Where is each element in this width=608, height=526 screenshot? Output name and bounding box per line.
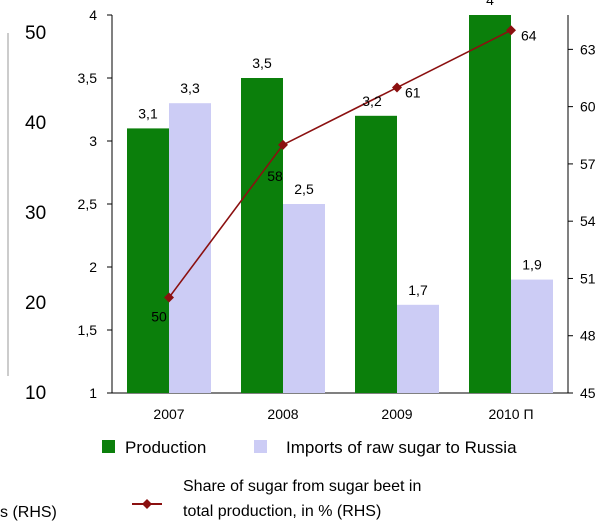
legend-swatch-production: [102, 440, 115, 453]
line-data-label: 64: [521, 27, 537, 43]
legend-row-1: Production Imports of raw sugar to Russi…: [102, 438, 517, 457]
bar-imports: [397, 304, 439, 393]
legend-row-2: s (RHS) Share of sugar from sugar beet i…: [0, 478, 421, 521]
bars: [127, 15, 553, 394]
line-data-label: 50: [151, 309, 167, 325]
bar-data-label: 3,3: [180, 80, 200, 96]
right-axis-ticks: 45 48 51 54 57 60 63: [568, 41, 596, 401]
bar-data-label: 2,5: [294, 181, 314, 197]
bar-production: [355, 115, 397, 394]
bar-data-label: 3,5: [252, 55, 272, 71]
bar-production: [241, 78, 283, 393]
bar-data-label: 1,9: [522, 257, 542, 273]
left-tick-label: 3: [89, 133, 97, 149]
bar-data-label: 1,7: [408, 282, 428, 298]
right-tick-label: 60: [580, 99, 596, 115]
line-data-label: 58: [267, 168, 283, 184]
category-label: 2009: [381, 406, 412, 422]
share-marker: [506, 25, 516, 36]
share-marker: [392, 82, 402, 93]
bar-data-label: 4: [486, 0, 494, 8]
bar-data-label: 3,2: [362, 93, 382, 109]
legend-label-imports: Imports of raw sugar to Russia: [286, 438, 517, 457]
background-tick-label: 20: [25, 293, 46, 314]
left-tick-label: 4: [89, 7, 97, 23]
data-labels: 3,1 3,5 3,2 4 3,3 2,5 1,7 1,9 50 58 61 64: [138, 0, 542, 325]
legend-label-share-line1: Share of sugar from sugar beet in: [183, 478, 421, 495]
right-tick-label: 63: [580, 41, 596, 57]
background-tick-label: 10: [25, 383, 46, 404]
right-tick-label: 48: [580, 328, 596, 344]
share-marker: [164, 292, 174, 303]
line-series: [164, 25, 516, 303]
background-tick-label: 30: [25, 203, 46, 224]
legend-fragment-rhs: s (RHS): [0, 504, 57, 521]
bar-imports: [283, 204, 325, 393]
left-tick-label: 1,5: [78, 322, 98, 338]
share-marker: [278, 139, 288, 150]
legend-swatch-share-marker: [142, 499, 152, 509]
right-tick-label: 57: [580, 156, 596, 172]
right-tick-label: 54: [580, 213, 596, 229]
category-label: 2007: [153, 406, 184, 422]
category-label: 2008: [267, 406, 298, 422]
bar-imports: [511, 279, 553, 393]
right-tick-label: 45: [580, 385, 596, 401]
legend-swatch-imports: [254, 440, 267, 453]
bar-data-label: 3,1: [138, 105, 158, 121]
legend-label-production: Production: [125, 438, 206, 457]
share-line: [168, 29, 512, 299]
background-axis-ticks: 50 40 30 20 10: [25, 23, 46, 404]
background-tick-label: 50: [25, 23, 46, 44]
category-label: 2010 П: [488, 406, 533, 422]
bar-production: [469, 15, 511, 393]
line-data-label: 61: [405, 85, 421, 101]
category-labels: 2007 2008 2009 2010 П: [153, 406, 533, 422]
left-tick-label: 3,5: [78, 70, 98, 86]
left-tick-label: 2,5: [78, 196, 98, 212]
bar-production: [127, 128, 169, 393]
legend-label-share-line2: total production, in % (RHS): [183, 503, 381, 520]
left-tick-label: 2: [89, 259, 97, 275]
background-tick-label: 40: [25, 113, 46, 134]
bar-imports: [169, 103, 211, 393]
right-tick-label: 51: [580, 270, 596, 286]
left-axis-ticks: 1 1,5 2 2,5 3 3,5 4: [78, 7, 112, 401]
left-tick-label: 1: [89, 385, 97, 401]
